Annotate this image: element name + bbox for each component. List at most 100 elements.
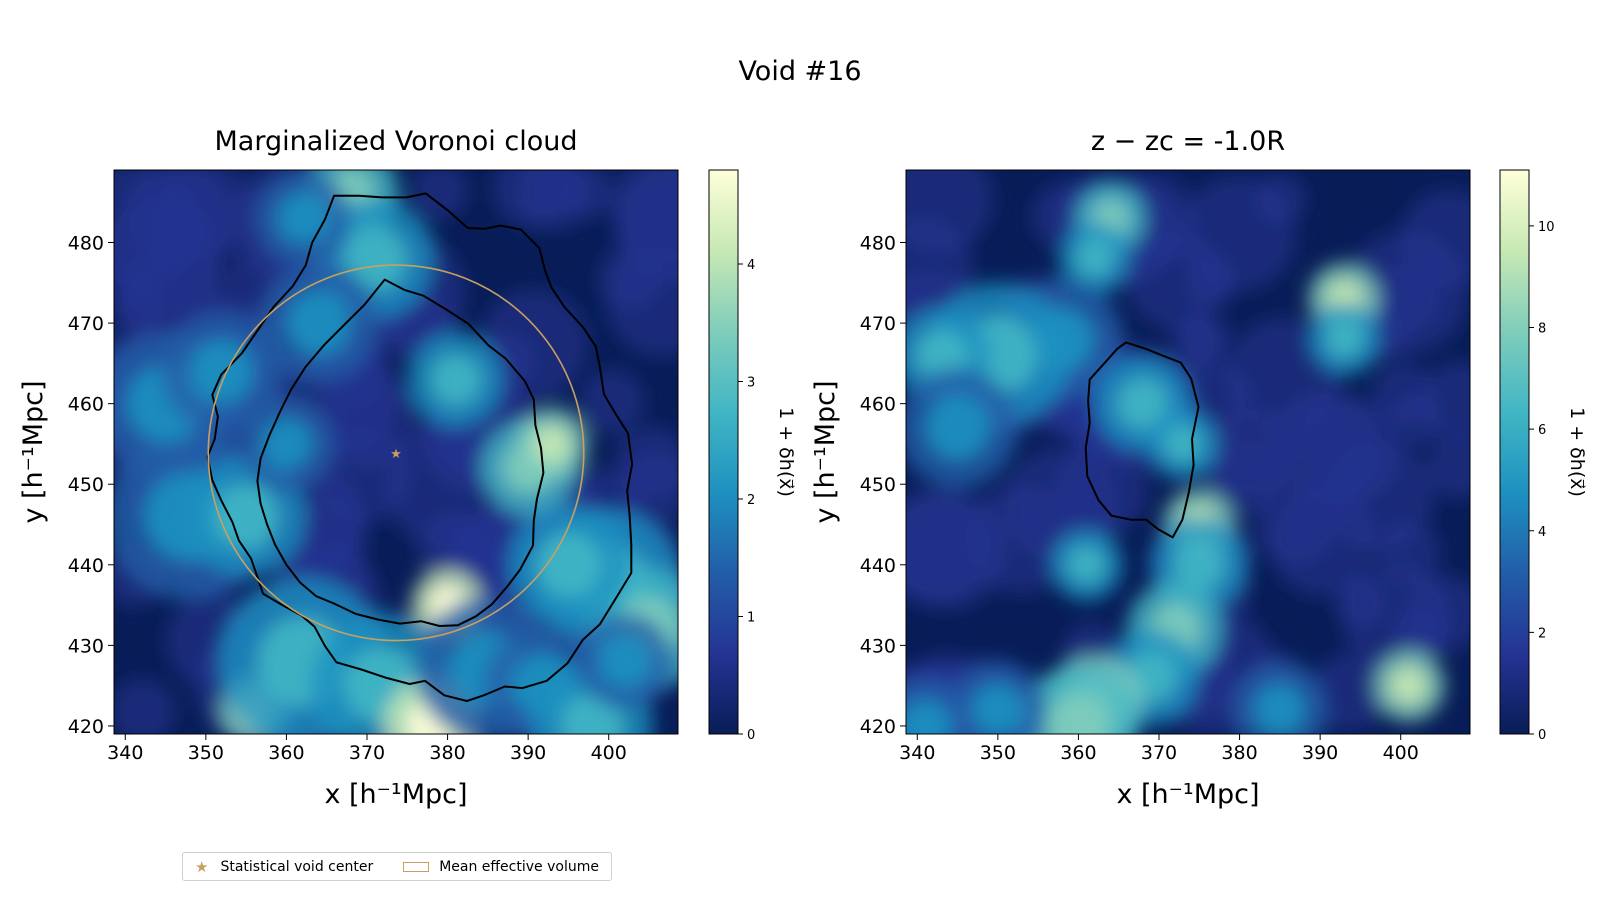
colorbar-label: 1 + δh(x⃗)	[1566, 407, 1588, 497]
density-blob	[1046, 693, 1111, 734]
density-blob	[611, 170, 678, 264]
density-blob	[906, 700, 952, 734]
density-blob	[385, 424, 510, 549]
y-tick-label: 450	[860, 474, 896, 496]
density-blob	[925, 395, 990, 461]
density-blob	[1075, 239, 1114, 278]
colorbar-gradient	[708, 169, 739, 735]
density-field	[906, 170, 1470, 734]
void-center-star: ★	[390, 447, 402, 462]
colorbar-tick-label: 4	[1538, 525, 1546, 540]
y-tick-label: 480	[860, 233, 896, 255]
y-axis-label: y [h⁻¹Mpc]	[18, 380, 49, 523]
density-blob	[906, 489, 1008, 609]
y-tick-label: 460	[860, 394, 896, 416]
y-tick-label: 420	[860, 716, 896, 738]
density-blob	[1419, 361, 1470, 442]
legend-item-void-center: ★ Statistical void center	[195, 858, 373, 876]
density-blob	[342, 226, 408, 291]
density-blob	[189, 339, 255, 404]
density-blob	[1054, 443, 1148, 537]
x-tick-label: 370	[1141, 742, 1177, 764]
colorbar-tick-label: 10	[1538, 220, 1555, 235]
y-tick-label: 460	[68, 394, 104, 416]
x-tick-label: 350	[980, 742, 1016, 764]
colorbar-tick-label: 2	[1538, 626, 1546, 641]
colorbar-tick-label: 3	[747, 376, 755, 391]
density-blob	[1179, 311, 1231, 363]
legend-item-effective-volume: Mean effective volume	[385, 859, 599, 875]
y-tick-label: 440	[860, 555, 896, 577]
colorbar-tick-label: 1	[747, 611, 755, 626]
colorbar-tick-label: 6	[1538, 423, 1546, 438]
density-blob	[1163, 424, 1203, 464]
density-blob	[606, 247, 678, 357]
colorbar: 0 2 4 6 8 10 1 + δh(x⃗)	[1499, 169, 1588, 743]
colorbar-gradient	[1499, 169, 1530, 735]
chart-panel-2: 340 350 360 370 380 390 4004204304404504604704…	[810, 126, 1588, 810]
plot-frame	[113, 169, 679, 735]
rectangle-outline-icon	[403, 861, 430, 872]
plot-frame	[905, 169, 1471, 735]
star-icon: ★	[195, 857, 209, 876]
x-tick-label: 340	[899, 742, 935, 764]
x-tick-label: 370	[349, 742, 385, 764]
density-blob	[114, 277, 166, 335]
contour-line-1	[1084, 341, 1200, 539]
density-blob	[1268, 488, 1377, 597]
colorbar-tick-label: 2	[747, 493, 755, 508]
density-blob	[286, 290, 351, 356]
colorbar-label: 1 + δh(x⃗)	[775, 407, 797, 497]
chart-title: Marginalized Voronoi cloud	[214, 126, 577, 157]
x-tick-label: 360	[1060, 742, 1096, 764]
density-blob	[1173, 539, 1226, 591]
y-tick-label: 420	[68, 716, 104, 738]
density-blob	[1389, 666, 1429, 705]
y-tick-label: 480	[68, 233, 104, 255]
colorbar-tick-label: 4	[747, 258, 755, 273]
x-tick-label: 390	[510, 742, 546, 764]
density-blob	[1254, 684, 1306, 734]
x-tick-label: 400	[591, 742, 627, 764]
density-blob	[114, 678, 176, 734]
heatmap	[906, 170, 1470, 734]
x-tick-label: 350	[188, 742, 224, 764]
colorbar-tick-label: 0	[1538, 728, 1546, 743]
x-tick-label: 400	[1383, 742, 1419, 764]
density-blob	[1310, 653, 1388, 732]
chart-title: z − zc = -1.0R	[1091, 126, 1285, 157]
figure-title: Void #16	[738, 56, 862, 87]
effective-volume-circle	[207, 264, 585, 642]
y-axis-label: y [h⁻¹Mpc]	[810, 380, 841, 523]
colorbar-tick-label: 8	[1538, 322, 1546, 337]
x-tick-label: 380	[429, 742, 465, 764]
density-blob	[1204, 436, 1285, 517]
contour-line-2	[256, 278, 545, 627]
density-blob	[260, 418, 313, 470]
density-blob	[972, 684, 1024, 734]
y-tick-label: 430	[860, 635, 896, 657]
density-blob	[276, 192, 329, 245]
heatmap: ★	[114, 170, 678, 734]
density-blob	[492, 170, 573, 228]
density-blob	[125, 170, 230, 265]
density-blob	[1117, 377, 1169, 430]
x-tick-label: 380	[1221, 742, 1257, 764]
x-tick-label: 390	[1302, 742, 1338, 764]
contour-line-1	[206, 192, 634, 702]
density-blob	[411, 170, 469, 219]
density-blob	[536, 532, 601, 598]
x-tick-label: 360	[268, 742, 304, 764]
chart-panel-1: ★340 350 360 370 380 390 400420430440450460470…	[18, 126, 797, 810]
colorbar: 0 1 2 3 4 1 + δh(x⃗)	[708, 169, 797, 743]
y-tick-label: 470	[860, 313, 896, 335]
density-blob	[1186, 257, 1237, 309]
legend-label-void-center: Statistical void center	[220, 858, 374, 875]
y-tick-label: 430	[68, 635, 104, 657]
density-blob	[291, 496, 369, 574]
density-blob	[429, 353, 482, 406]
density-blob	[599, 635, 651, 688]
x-axis-label: x [h⁻¹Mpc]	[324, 779, 467, 810]
density-blob	[213, 484, 279, 549]
